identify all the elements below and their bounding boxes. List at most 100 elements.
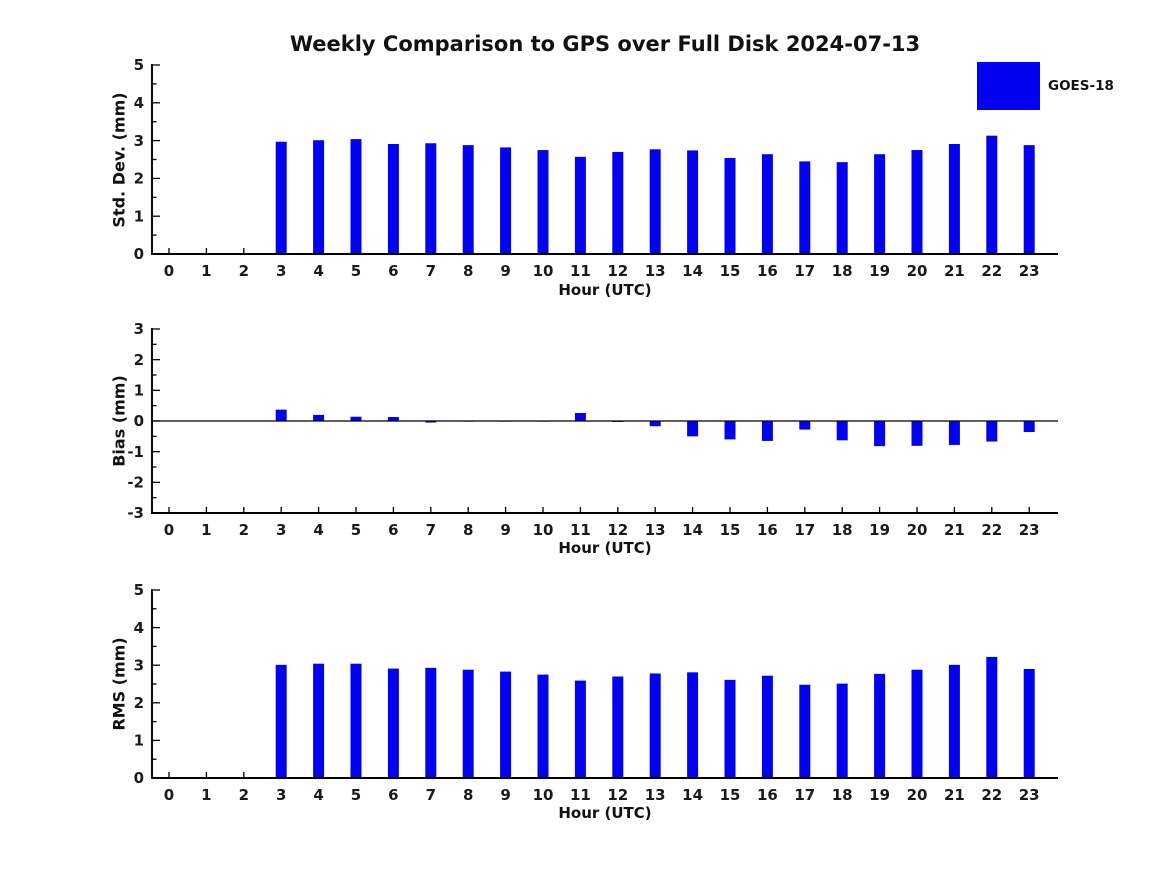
svg-text:11: 11 bbox=[570, 786, 591, 804]
svg-text:13: 13 bbox=[645, 262, 666, 280]
svg-text:23: 23 bbox=[1019, 521, 1040, 539]
svg-text:18: 18 bbox=[832, 786, 853, 804]
svg-text:0: 0 bbox=[134, 245, 144, 263]
svg-text:18: 18 bbox=[832, 262, 853, 280]
svg-text:20: 20 bbox=[907, 262, 928, 280]
svg-text:2: 2 bbox=[134, 351, 144, 369]
svg-text:21: 21 bbox=[944, 786, 965, 804]
svg-text:1: 1 bbox=[134, 382, 144, 400]
svg-text:13: 13 bbox=[645, 521, 666, 539]
svg-text:2: 2 bbox=[239, 521, 249, 539]
xlabel-std-dev: Hour (UTC) bbox=[558, 281, 652, 299]
svg-text:13: 13 bbox=[645, 786, 666, 804]
xlabel-bias: Hour (UTC) bbox=[558, 539, 652, 557]
svg-text:16: 16 bbox=[757, 786, 778, 804]
svg-text:2: 2 bbox=[239, 262, 249, 280]
svg-text:-2: -2 bbox=[127, 474, 144, 492]
svg-text:12: 12 bbox=[607, 262, 628, 280]
svg-text:16: 16 bbox=[757, 262, 778, 280]
svg-text:5: 5 bbox=[351, 262, 361, 280]
svg-text:14: 14 bbox=[682, 521, 703, 539]
svg-text:22: 22 bbox=[981, 786, 1002, 804]
svg-text:5: 5 bbox=[134, 56, 144, 74]
svg-text:15: 15 bbox=[720, 786, 741, 804]
svg-text:18: 18 bbox=[832, 521, 853, 539]
svg-text:14: 14 bbox=[682, 262, 703, 280]
svg-text:4: 4 bbox=[313, 521, 323, 539]
chart-plot-0: 0 1 2 3 4 5 6 7 8 9 10 11 12 13 14 15 16 17 18 19 20 21 22 2301… bbox=[134, 56, 1058, 280]
svg-text:5: 5 bbox=[351, 786, 361, 804]
legend-swatch-goes18 bbox=[977, 62, 1040, 110]
svg-text:2: 2 bbox=[134, 694, 144, 712]
svg-text:4: 4 bbox=[134, 94, 144, 112]
legend-label-goes18: GOES-18 bbox=[1048, 78, 1114, 94]
svg-text:0: 0 bbox=[134, 412, 144, 430]
figure-title: Weekly Comparison to GPS over Full Disk … bbox=[289, 32, 921, 56]
svg-text:1: 1 bbox=[201, 521, 211, 539]
svg-text:10: 10 bbox=[533, 786, 554, 804]
svg-text:15: 15 bbox=[720, 521, 741, 539]
svg-text:7: 7 bbox=[426, 786, 436, 804]
svg-text:-3: -3 bbox=[127, 504, 144, 522]
svg-text:3: 3 bbox=[134, 132, 144, 150]
svg-text:16: 16 bbox=[757, 521, 778, 539]
svg-text:12: 12 bbox=[607, 786, 628, 804]
xlabel-rms: Hour (UTC) bbox=[558, 804, 652, 822]
svg-text:2: 2 bbox=[134, 170, 144, 188]
svg-text:4: 4 bbox=[313, 262, 323, 280]
svg-text:2: 2 bbox=[239, 786, 249, 804]
svg-text:9: 9 bbox=[500, 262, 510, 280]
svg-text:23: 23 bbox=[1019, 262, 1040, 280]
svg-text:10: 10 bbox=[533, 262, 554, 280]
svg-text:8: 8 bbox=[463, 786, 473, 804]
svg-text:17: 17 bbox=[794, 262, 815, 280]
svg-text:3: 3 bbox=[276, 262, 286, 280]
svg-text:3: 3 bbox=[276, 521, 286, 539]
svg-text:-1: -1 bbox=[127, 443, 144, 461]
svg-text:3: 3 bbox=[134, 656, 144, 674]
svg-text:22: 22 bbox=[981, 521, 1002, 539]
svg-text:19: 19 bbox=[869, 521, 890, 539]
svg-text:8: 8 bbox=[463, 262, 473, 280]
svg-text:20: 20 bbox=[907, 786, 928, 804]
svg-text:3: 3 bbox=[134, 320, 144, 338]
svg-text:3: 3 bbox=[276, 786, 286, 804]
svg-text:5: 5 bbox=[134, 581, 144, 599]
chart-plot-2: 0 1 2 3 4 5 6 7 8 9 10 11 12 13 14 15 16 17 18 19 20 21 22 2301… bbox=[134, 581, 1058, 804]
svg-text:7: 7 bbox=[426, 262, 436, 280]
svg-text:0: 0 bbox=[134, 769, 144, 787]
svg-text:4: 4 bbox=[134, 619, 144, 637]
svg-text:14: 14 bbox=[682, 786, 703, 804]
svg-text:6: 6 bbox=[388, 521, 398, 539]
svg-text:21: 21 bbox=[944, 521, 965, 539]
svg-text:8: 8 bbox=[463, 521, 473, 539]
svg-text:21: 21 bbox=[944, 262, 965, 280]
svg-text:5: 5 bbox=[351, 521, 361, 539]
svg-text:6: 6 bbox=[388, 786, 398, 804]
svg-text:0: 0 bbox=[164, 786, 174, 804]
svg-text:1: 1 bbox=[134, 207, 144, 225]
svg-text:11: 11 bbox=[570, 262, 591, 280]
svg-text:17: 17 bbox=[794, 521, 815, 539]
svg-text:7: 7 bbox=[426, 521, 436, 539]
svg-text:4: 4 bbox=[313, 786, 323, 804]
svg-text:1: 1 bbox=[134, 732, 144, 750]
svg-text:12: 12 bbox=[607, 521, 628, 539]
svg-text:22: 22 bbox=[981, 262, 1002, 280]
svg-text:0: 0 bbox=[164, 521, 174, 539]
svg-text:19: 19 bbox=[869, 262, 890, 280]
svg-text:1: 1 bbox=[201, 786, 211, 804]
svg-text:23: 23 bbox=[1019, 786, 1040, 804]
svg-text:17: 17 bbox=[794, 786, 815, 804]
svg-text:9: 9 bbox=[500, 521, 510, 539]
svg-text:1: 1 bbox=[201, 262, 211, 280]
svg-text:6: 6 bbox=[388, 262, 398, 280]
svg-text:10: 10 bbox=[533, 521, 554, 539]
svg-text:20: 20 bbox=[907, 521, 928, 539]
svg-text:11: 11 bbox=[570, 521, 591, 539]
svg-text:9: 9 bbox=[500, 786, 510, 804]
svg-text:15: 15 bbox=[720, 262, 741, 280]
svg-text:0: 0 bbox=[164, 262, 174, 280]
